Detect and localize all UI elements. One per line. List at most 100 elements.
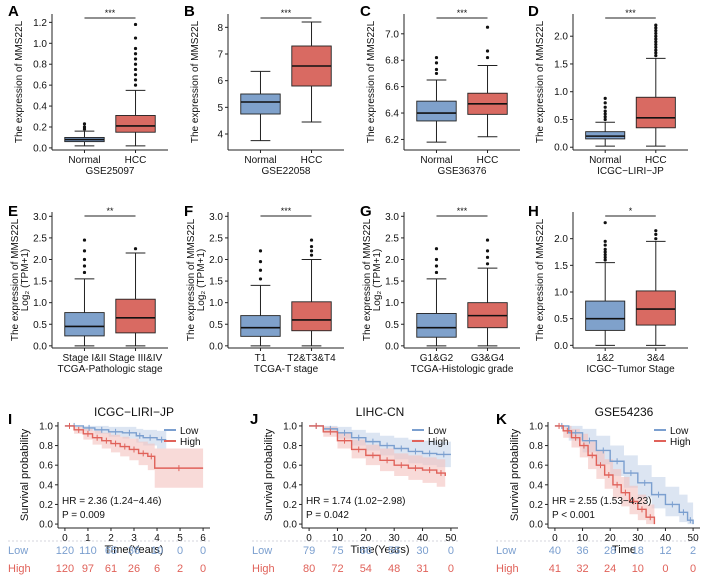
outlier-point (603, 243, 607, 247)
panel-letter: F (184, 203, 193, 220)
x-axis-label: ICGC−LIRI−JP (597, 166, 664, 177)
risk-table-label-low: Low (252, 545, 272, 557)
x-tick-label: 3 (131, 533, 137, 544)
panel-f: F 0.0 0.5 1.0 1.5 2.0 2.5 3.0 The expression of … (184, 203, 344, 375)
x-tick-label: 40 (660, 533, 672, 544)
y-tick-label: 6.2 (385, 135, 399, 146)
y-axis-label: Survival probability (509, 428, 521, 521)
risk-table-value: 72 (331, 563, 343, 575)
box-low (585, 300, 626, 331)
outlier-point (603, 109, 607, 113)
risk-table-label-low: Low (8, 545, 28, 557)
panel-e: E 0.0 0.5 1.0 1.5 2.0 2.5 3.0 The expression of … (8, 203, 168, 375)
y-tick-label: 1.5 (385, 277, 399, 288)
y-axis-label: The expression of MMS22L (535, 20, 546, 143)
y-tick-label: 0.0 (209, 341, 223, 352)
risk-table-value: 36 (576, 545, 588, 557)
panel-letter: D (528, 3, 539, 20)
y-tick-label: 5 (217, 103, 223, 114)
x-tick-label: 6 (200, 533, 206, 544)
x-tick-label: 5 (177, 533, 183, 544)
chart-title: LIHC-CN (356, 405, 405, 419)
risk-table-value: 97 (82, 563, 94, 575)
panel-letter: J (250, 411, 258, 428)
outlier-point (133, 46, 138, 51)
y-tick-label: 0.0 (39, 520, 53, 531)
y-axis-label: Survival probability (19, 428, 31, 521)
panel-b: B 4 5 6 7 8 The expression of MMS22L Normal HCCG… (184, 3, 344, 177)
confidence-band-high (309, 425, 446, 492)
outlier-point (434, 67, 439, 72)
y-tick-label: 0.5 (554, 115, 568, 126)
risk-table-value: 41 (549, 563, 561, 575)
y-tick-label: 7.0 (385, 29, 399, 40)
x-tick-label: Normal (420, 155, 452, 166)
significance-label: *** (281, 8, 292, 18)
y-tick-label: 2.5 (33, 233, 47, 244)
outlier-point (603, 258, 607, 262)
x-axis-label: TCGA-Histologic grade (411, 364, 514, 375)
x-tick-label: Normal (244, 155, 276, 166)
outlier-point (654, 26, 658, 30)
x-tick-label: G3&G4 (471, 353, 505, 364)
risk-table-value: 0 (690, 563, 696, 575)
survival-curve-low (309, 425, 451, 456)
x-tick-label: HCC (125, 155, 147, 166)
outlier-point (654, 42, 658, 47)
legend-label-low: Low (428, 426, 447, 437)
x-tick-label: HCC (301, 155, 323, 166)
x-tick-label: 0 (62, 533, 68, 544)
outlier-point (485, 238, 490, 242)
box-high (635, 290, 676, 326)
y-tick-label: 1.0 (33, 298, 47, 309)
outlier-point (603, 250, 607, 254)
risk-table-value: 36 (128, 545, 140, 557)
survival-curve-high (554, 425, 656, 525)
risk-table-value: 26 (128, 563, 140, 575)
survival-curve-high (309, 425, 446, 476)
outlier-point (654, 51, 658, 55)
panel-h: H 0.0 0.5 1.0 1.5 2.0 The expression of MMS22L… (528, 203, 688, 375)
y-tick-label: 1.5 (209, 277, 223, 288)
y-tick-label: 0.5 (209, 320, 223, 331)
x-axis-label: GSE22058 (262, 166, 311, 177)
panel-letter: E (8, 203, 18, 220)
x-tick-label: 10 (577, 533, 589, 544)
y-tick-label: 0.0 (529, 520, 543, 531)
outlier-point (654, 48, 658, 52)
y-tick-label: 0.5 (554, 314, 568, 325)
y-axis-label-unit: Log₂ (TPM+1) (372, 249, 383, 312)
box-low (240, 93, 281, 115)
x-tick-label: 10 (332, 533, 344, 544)
x-tick-label: 30 (632, 533, 644, 544)
y-axis-label: The expression of MMS22L (190, 20, 201, 143)
y-tick-label: 0.8 (39, 441, 53, 452)
x-tick-label: 30 (389, 533, 401, 544)
y-tick-label: 2.0 (33, 255, 47, 266)
risk-table-value: 66 (360, 545, 372, 557)
box-low (585, 131, 626, 140)
box-low (416, 313, 457, 338)
outlier-point (654, 232, 658, 236)
chart-title: GSE54236 (595, 405, 654, 419)
y-tick-label: 0.2 (283, 500, 297, 511)
risk-table-value: 31 (416, 563, 428, 575)
survival-curve-low (554, 425, 694, 525)
outlier-point (485, 262, 490, 266)
outlier-point (654, 54, 658, 58)
legend-label-low: Low (670, 426, 689, 437)
outlier-point (133, 247, 138, 251)
outlier-point (133, 22, 138, 27)
x-tick-label: 50 (445, 533, 457, 544)
risk-table-value: 12 (659, 545, 671, 557)
risk-table-value: 80 (303, 563, 315, 575)
outlier-point (603, 239, 607, 243)
y-axis-label-unit: Log₂ (TPM+1) (196, 249, 207, 312)
y-tick-label: 0.8 (33, 60, 47, 71)
significance-label: *** (625, 8, 636, 18)
risk-table-value: 48 (388, 563, 400, 575)
outlier-point (485, 25, 490, 29)
y-tick-label: 3.0 (385, 212, 399, 223)
